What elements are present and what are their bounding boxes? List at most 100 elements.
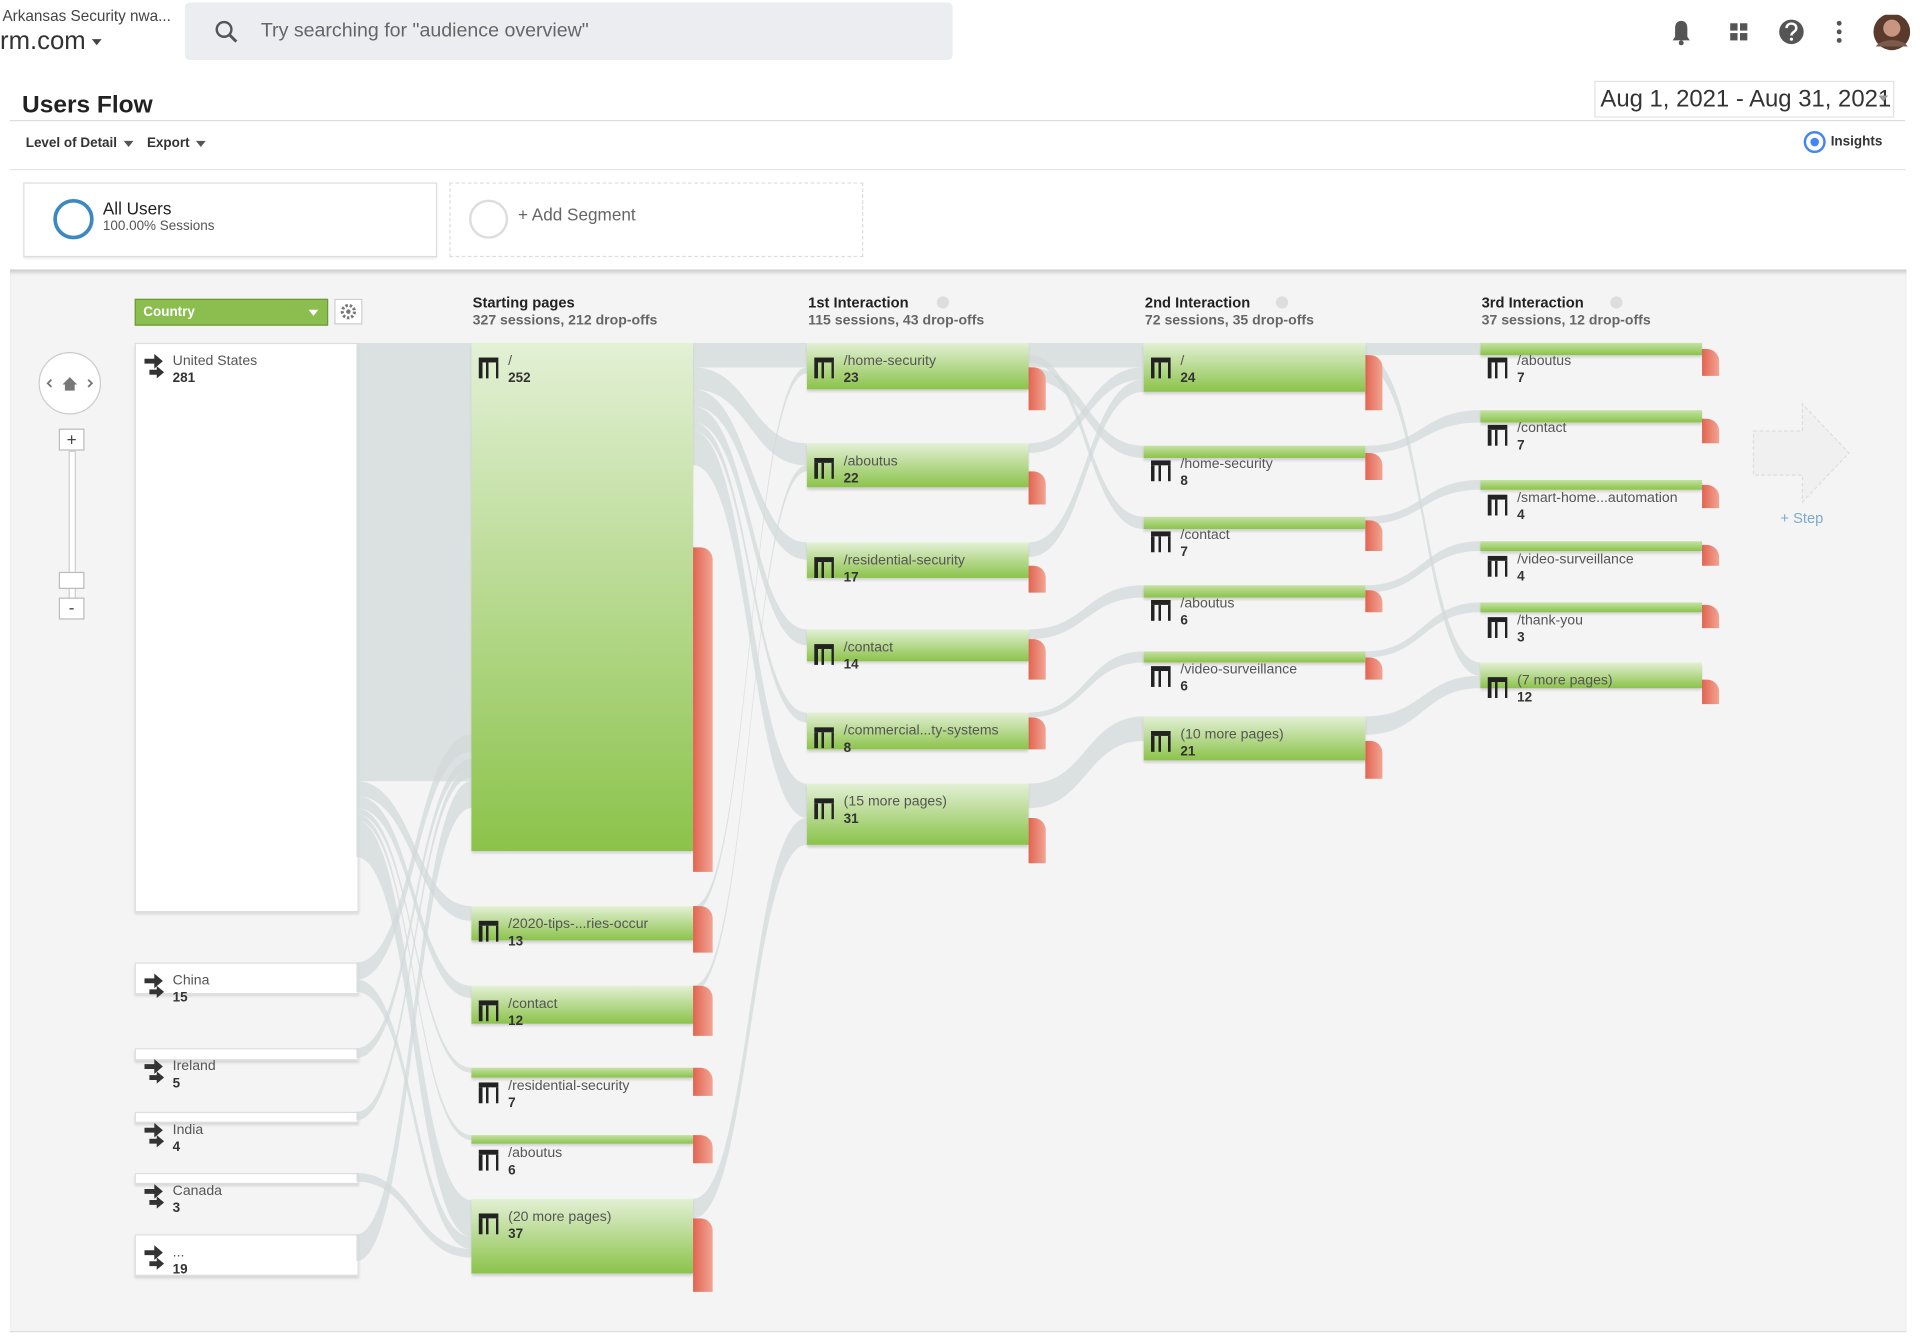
page-node[interactable] <box>1480 602 1703 613</box>
search-placeholder[interactable]: Try searching for "audience overview" <box>260 20 589 42</box>
avatar[interactable] <box>1873 14 1911 51</box>
insights-label[interactable]: Insights <box>1830 134 1883 150</box>
page-node[interactable] <box>471 1198 694 1274</box>
drop-off[interactable] <box>1702 604 1720 629</box>
page-node[interactable] <box>1143 585 1366 598</box>
drop-off[interactable] <box>693 906 713 953</box>
page-node[interactable] <box>1143 716 1366 761</box>
flow-link <box>693 389 807 560</box>
page-node[interactable] <box>1480 342 1703 356</box>
page-node[interactable] <box>471 1067 694 1078</box>
notifications-icon[interactable] <box>1672 20 1690 46</box>
page-node[interactable] <box>806 712 1029 750</box>
zoom-handle[interactable] <box>58 571 85 589</box>
drop-off[interactable] <box>1702 679 1720 705</box>
add-segment[interactable]: + Add Segment <box>449 182 864 258</box>
drop-off[interactable] <box>1028 639 1046 680</box>
page-node[interactable] <box>806 629 1029 662</box>
account-name[interactable]: Arkansas Security nwa... <box>2 7 171 25</box>
help-icon[interactable] <box>1779 19 1804 45</box>
remove-step[interactable] <box>1610 296 1623 309</box>
page-node[interactable] <box>471 1135 694 1144</box>
page-node[interactable] <box>471 342 694 852</box>
page-node[interactable] <box>1480 479 1703 490</box>
drop-off[interactable] <box>1702 484 1720 509</box>
page-node[interactable] <box>806 542 1029 578</box>
dimension-dropdown[interactable]: Country <box>134 298 329 326</box>
page-node[interactable] <box>1143 342 1366 392</box>
add-segment-label[interactable]: + Add Segment <box>517 204 636 225</box>
page-node[interactable] <box>806 342 1029 390</box>
export-menu[interactable]: Export <box>147 136 206 151</box>
add-step[interactable]: + Step <box>1780 509 1824 527</box>
country-node[interactable] <box>134 962 359 995</box>
property-selector[interactable]: rm.com <box>0 27 102 56</box>
page-node[interactable] <box>1143 445 1366 458</box>
zoom-in[interactable]: + <box>58 428 85 451</box>
page-icon <box>478 920 499 942</box>
pan-control[interactable] <box>38 351 104 417</box>
drop-off[interactable] <box>1365 657 1383 680</box>
menu-label[interactable]: Level of Detail <box>25 135 118 151</box>
page-node[interactable] <box>1480 410 1703 423</box>
page-node[interactable] <box>806 443 1029 488</box>
drop-off[interactable] <box>693 547 713 872</box>
page-node[interactable] <box>1143 516 1366 529</box>
page-node[interactable] <box>471 985 694 1024</box>
drop-off[interactable] <box>1365 520 1383 552</box>
drop-off[interactable] <box>1028 817 1046 864</box>
drop-off[interactable] <box>1028 367 1046 411</box>
drop-off[interactable] <box>1028 565 1046 593</box>
drop-off[interactable] <box>693 1218 713 1292</box>
drop-off[interactable] <box>1702 348 1720 376</box>
remove-step[interactable] <box>1275 296 1289 309</box>
drop-off[interactable] <box>1365 355 1383 411</box>
page-label: / <box>508 353 513 369</box>
drop-off[interactable] <box>1365 740 1383 779</box>
page-node[interactable] <box>1480 662 1703 689</box>
search-box[interactable]: Try searching for "audience overview" <box>184 2 953 60</box>
column-summary: 72 sessions, 35 drop-offs <box>1144 313 1314 329</box>
flow-link <box>356 814 472 1140</box>
add-step-arrow[interactable] <box>1751 402 1854 507</box>
drop-off[interactable] <box>693 1067 713 1096</box>
drop-off[interactable] <box>1028 717 1046 750</box>
page-label: /residential-security <box>508 1078 630 1094</box>
page-value: 12 <box>508 1013 524 1029</box>
page-node[interactable] <box>1480 541 1703 552</box>
page-node[interactable] <box>806 783 1029 845</box>
page-node[interactable] <box>1143 651 1366 663</box>
flow-link <box>1365 355 1481 676</box>
country-node[interactable] <box>134 342 359 913</box>
segment-card[interactable]: All Users 100.00% Sessions <box>23 182 438 258</box>
page-label: /aboutus <box>508 1146 563 1161</box>
property-name[interactable]: rm.com <box>0 26 86 56</box>
drop-off[interactable] <box>693 985 713 1036</box>
level-of-detail-menu[interactable]: Level of Detail <box>26 136 133 151</box>
drop-off[interactable] <box>1365 453 1383 480</box>
drop-off[interactable] <box>1028 471 1046 505</box>
drop-off[interactable] <box>1702 418 1720 444</box>
country-value: 15 <box>172 990 188 1006</box>
dimension-label[interactable]: Country <box>143 304 195 320</box>
date-range[interactable]: Aug 1, 2021 - Aug 31, 2021 <box>1600 85 1892 113</box>
menu-label[interactable]: Export <box>146 135 190 151</box>
country-node[interactable] <box>134 1234 359 1276</box>
page-node[interactable] <box>471 906 694 941</box>
apps-icon[interactable] <box>1730 23 1748 41</box>
drop-off[interactable] <box>1702 544 1720 566</box>
page-value: 23 <box>843 371 859 386</box>
flow-link <box>356 342 472 782</box>
insights-button[interactable]: Insights <box>1802 130 1882 154</box>
drop-off[interactable] <box>693 1135 713 1164</box>
zoom-out[interactable]: - <box>58 597 85 620</box>
date-range-picker[interactable]: Aug 1, 2021 - Aug 31, 2021 <box>1594 80 1895 118</box>
remove-step[interactable] <box>936 296 949 309</box>
flow-link <box>356 781 472 1262</box>
insights-icon <box>1803 131 1826 154</box>
drop-off[interactable] <box>1365 590 1383 613</box>
more-icon[interactable] <box>1836 20 1842 43</box>
segment-name[interactable]: All Users <box>102 198 172 218</box>
page-value: 4 <box>1517 508 1525 523</box>
settings-button[interactable] <box>334 298 363 325</box>
